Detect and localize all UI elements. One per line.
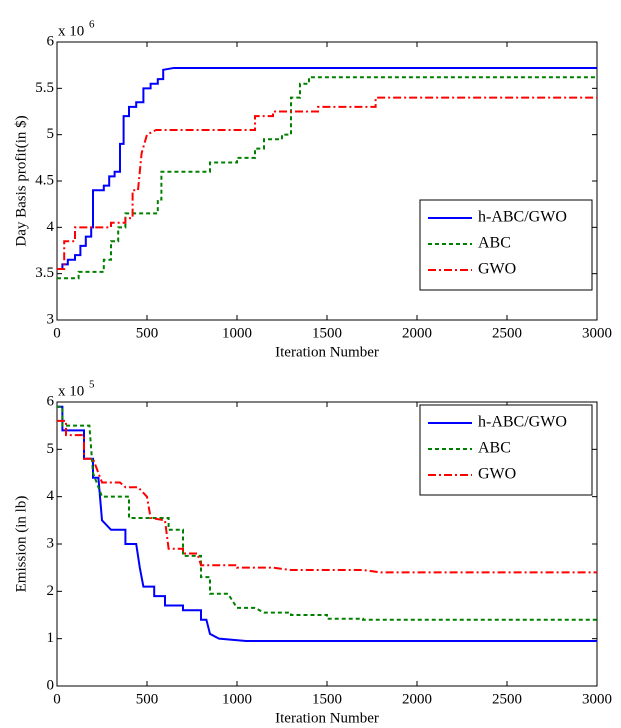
x-tick-label: 2000 [402, 691, 432, 707]
legend-label: GWO [478, 466, 516, 483]
y-tick-label: 3.5 [35, 265, 54, 281]
y-multiplier-exponent: 6 [89, 19, 95, 31]
x-axis-label: Iteration Number [275, 344, 379, 360]
y-tick-label: 6 [47, 393, 55, 409]
x-axis-label: Iteration Number [275, 710, 379, 726]
x-tick-label: 1000 [222, 325, 252, 341]
x-tick-label: 0 [53, 325, 61, 341]
series-line [57, 76, 597, 280]
series-line [57, 66, 597, 271]
series-line [57, 405, 597, 621]
x-tick-label: 3000 [582, 691, 612, 707]
y-tick-label: 0 [47, 677, 55, 693]
x-tick-label: 2500 [492, 325, 522, 341]
x-tick-label: 500 [136, 691, 159, 707]
x-tick-label: 1000 [222, 691, 252, 707]
x-tick-label: 1500 [312, 691, 342, 707]
y-tick-label: 4 [47, 488, 55, 504]
series-line [57, 419, 597, 574]
x-tick-label: 3000 [582, 325, 612, 341]
y-tick-label: 4 [47, 219, 55, 235]
legend-label: h-ABC/GWO [478, 209, 567, 226]
x-tick-label: 0 [53, 691, 61, 707]
y-axis-label: Emission (in lb) [13, 496, 29, 593]
y-axis-label: Day Basis profit(in $) [13, 115, 29, 246]
x-tick-label: 500 [136, 325, 159, 341]
chart: 0 500 1000 1500 2000 2500 3000 3 3.5 4 4.5 5 5.5 6 Ite… [13, 19, 612, 361]
legend-label: ABC [478, 440, 511, 457]
x-tick-label: 1500 [312, 325, 342, 341]
x-tick-label: 2000 [402, 325, 432, 341]
legend: h-ABC/GWO ABC GWO [419, 199, 593, 291]
y-tick-label: 5 [47, 126, 55, 142]
y-tick-label: 3 [47, 535, 55, 551]
y-tick-label: 5.5 [35, 80, 54, 96]
y-tick-label: 2 [47, 583, 55, 599]
legend: h-ABC/GWO ABC GWO [419, 404, 593, 496]
y-tick-label: 3 [47, 311, 55, 327]
y-tick-label: 6 [47, 33, 55, 49]
y-tick-label: 1 [47, 630, 55, 646]
y-tick-label: 5 [47, 441, 55, 457]
legend-label: GWO [478, 261, 516, 278]
y-tick-label: 4.5 [35, 172, 54, 188]
y-multiplier-exponent: 5 [89, 379, 95, 391]
legend-box [419, 404, 593, 496]
y-multiplier: x 10 [58, 383, 84, 399]
legend-label: ABC [478, 235, 511, 252]
series-line [57, 96, 597, 271]
chart: 0 500 1000 1500 2000 2500 3000 0 1 2 3 4 5 6 Iteration… [13, 379, 612, 727]
x-tick-label: 2500 [492, 691, 522, 707]
y-multiplier: x 10 [58, 23, 84, 39]
legend-label: h-ABC/GWO [478, 414, 567, 431]
legend-box [419, 199, 593, 291]
